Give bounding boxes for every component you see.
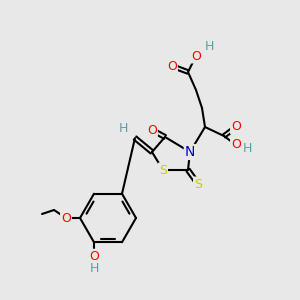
Text: O: O bbox=[89, 250, 99, 263]
Text: O: O bbox=[167, 59, 177, 73]
Text: H: H bbox=[118, 122, 128, 134]
Text: O: O bbox=[231, 139, 241, 152]
Text: N: N bbox=[185, 145, 195, 159]
Text: H: H bbox=[89, 262, 99, 275]
Text: O: O bbox=[191, 50, 201, 62]
Text: S: S bbox=[159, 164, 167, 176]
Text: S: S bbox=[194, 178, 202, 190]
Text: O: O bbox=[61, 212, 71, 224]
Text: O: O bbox=[147, 124, 157, 136]
Text: H: H bbox=[242, 142, 252, 154]
Text: O: O bbox=[231, 121, 241, 134]
Text: H: H bbox=[204, 40, 214, 53]
